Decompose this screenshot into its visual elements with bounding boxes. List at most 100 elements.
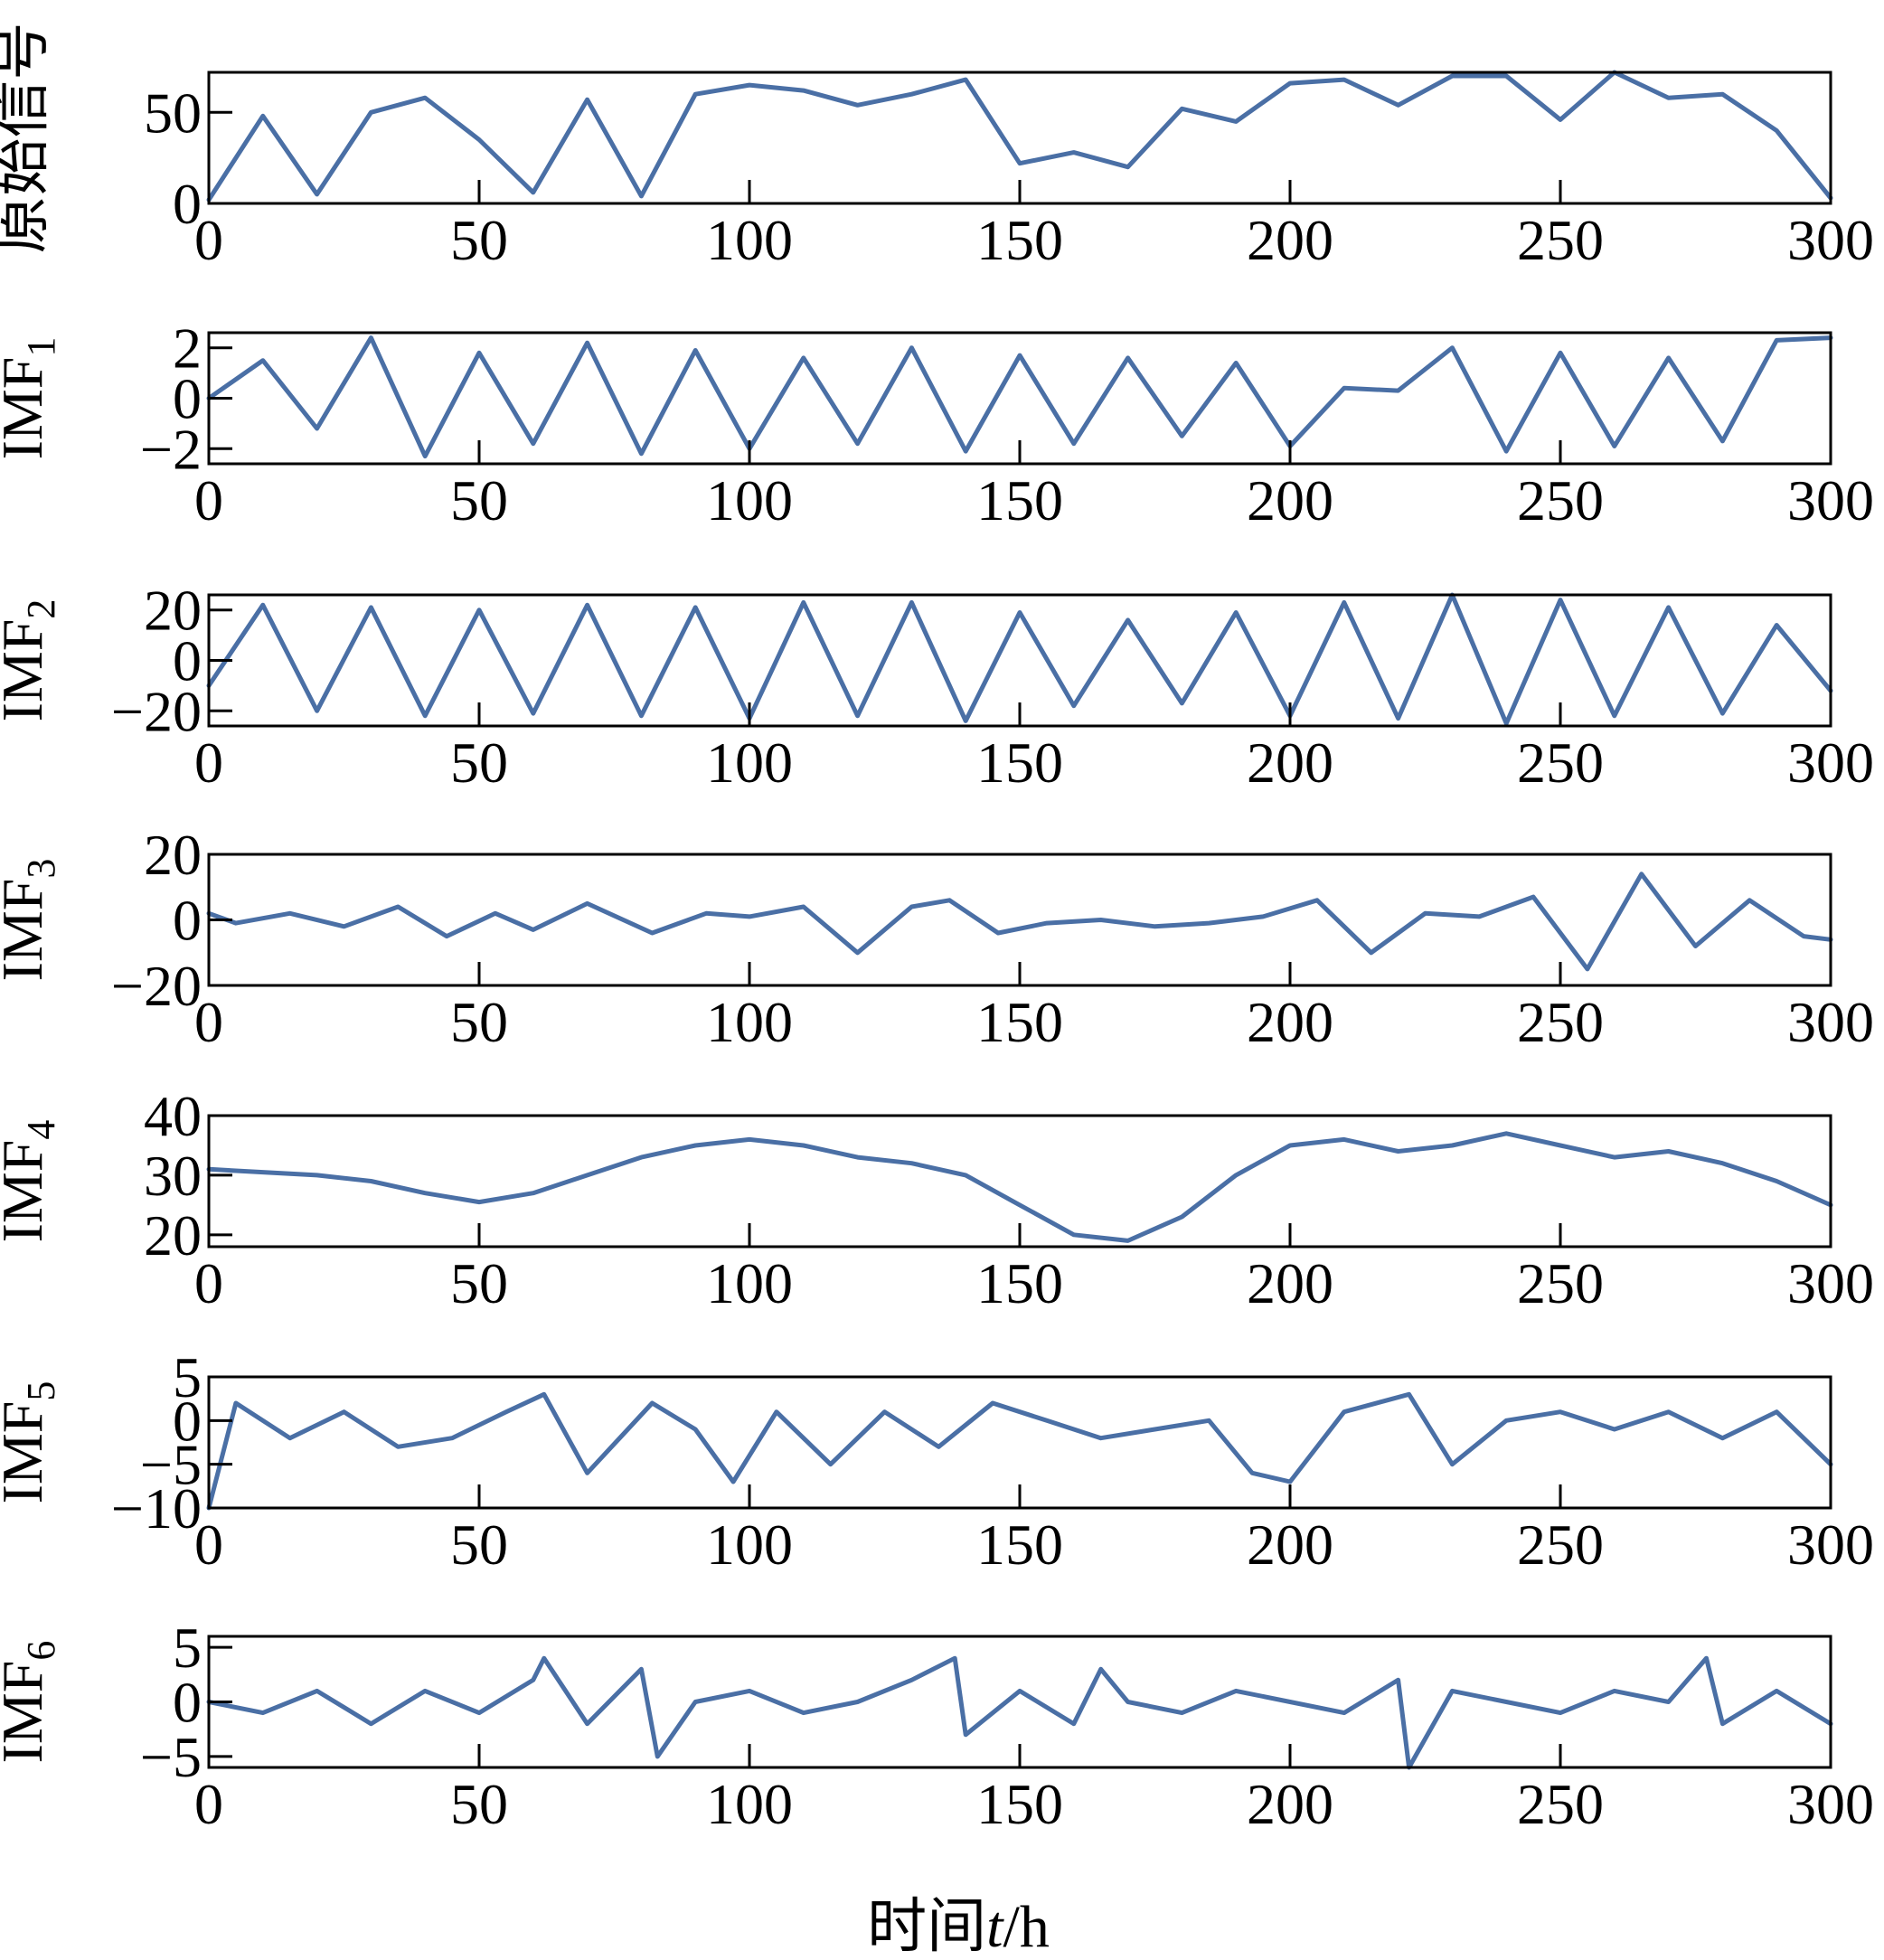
- panel-1-y-tick-label: 0: [173, 172, 202, 236]
- panel-7-y-tick-label: 0: [173, 1671, 202, 1735]
- panel-6-x-tick-label: 300: [1787, 1512, 1874, 1577]
- panel-7-series-line: [206, 1655, 1833, 1770]
- panel-4-label: IMF3: [0, 859, 63, 982]
- panel-2-x-tick-label: 200: [1247, 468, 1333, 532]
- panel-3-series-line: [206, 592, 1833, 726]
- panel-3-y-tick-label: −20: [111, 679, 202, 743]
- panel-1-label: 原始信号: [0, 23, 54, 254]
- panel-5-x-tick-label: 50: [450, 1251, 508, 1315]
- panel-3-x-tick-label: 250: [1517, 730, 1604, 795]
- panel-2-label-main: IMF: [0, 357, 54, 460]
- panel-5-x-tick-label: 100: [706, 1251, 793, 1315]
- panel-1-y-tick-label: 50: [144, 80, 202, 145]
- panel-1-x-tick-label: 200: [1247, 208, 1333, 272]
- panel-7-x-tick-label: 150: [976, 1772, 1063, 1836]
- x-axis-label-unit: /h: [1003, 1894, 1050, 1960]
- panel-3-label-subscript: 2: [19, 599, 63, 619]
- panel-3-y-tick-label: 0: [173, 629, 202, 693]
- panel-1-x-tick-label: 0: [194, 208, 223, 272]
- panel-4-x-tick-label: 200: [1247, 990, 1333, 1054]
- panel-4-y-tick-label: 20: [144, 823, 202, 887]
- panel-4-x-tick-label: 300: [1787, 990, 1874, 1054]
- panel-5-x-tick-label: 250: [1517, 1251, 1604, 1315]
- panel-5-y-tick-label: 40: [144, 1084, 202, 1148]
- panel-7-x-tick-label: 200: [1247, 1772, 1333, 1836]
- panel-7-x-tick-label: 50: [450, 1772, 508, 1836]
- panel-2-x-tick-label: 50: [450, 468, 508, 532]
- panel-6-x-tick-label: 0: [194, 1512, 223, 1577]
- panel-4-x-tick-label: 0: [194, 990, 223, 1054]
- panel-6-x-tick-label: 250: [1517, 1512, 1604, 1577]
- panel-6-y-tick-label: 5: [173, 1345, 202, 1409]
- panel-6-x-tick-label: 150: [976, 1512, 1063, 1577]
- panel-3-x-tick-label: 300: [1787, 730, 1874, 795]
- panel-5-x-tick-label: 150: [976, 1251, 1063, 1315]
- panel-6-x-tick-label: 100: [706, 1512, 793, 1577]
- panel-4-x-tick-label: 50: [450, 990, 508, 1054]
- panel-3-x-tick-label: 150: [976, 730, 1063, 795]
- panel-7-label-subscript: 6: [19, 1641, 63, 1661]
- panel-6-y-tick-label: −10: [111, 1476, 202, 1541]
- panel-5-label-subscript: 4: [19, 1120, 63, 1140]
- panel-2-label-subscript: 1: [19, 337, 63, 357]
- panel-7-y-tick-label: −5: [140, 1725, 202, 1789]
- panel-6-x-tick-label: 200: [1247, 1512, 1333, 1577]
- panel-6-label-main: IMF: [0, 1401, 54, 1504]
- panel-1-x-tick-label: 300: [1787, 208, 1874, 272]
- panel-6-x-tick-label: 50: [450, 1512, 508, 1577]
- panel-3-label: IMF2: [0, 599, 63, 722]
- panel-2-x-tick-label: 250: [1517, 468, 1604, 532]
- panel-1-x-tick-label: 100: [706, 208, 793, 272]
- panel-4-x-tick-label: 100: [706, 990, 793, 1054]
- panel-2-y-tick-label: 0: [173, 367, 202, 431]
- panel-5-label: IMF4: [0, 1120, 63, 1243]
- panel-5-y-tick-label: 20: [144, 1203, 202, 1267]
- x-axis-label-prefix: 时间: [867, 1894, 986, 1960]
- panel-1-series-line: [206, 70, 1833, 203]
- panel-6-y-tick-label: 0: [173, 1389, 202, 1453]
- panel-4-label-main: IMF: [0, 879, 54, 982]
- panel-5-series-line: [206, 1131, 1833, 1243]
- panel-5-y-tick-label: 30: [144, 1144, 202, 1208]
- panel-1-label-main: 原始信号: [0, 23, 54, 254]
- panel-2-y-tick-label: 2: [173, 316, 202, 381]
- panel-3-y-tick-label: 20: [144, 579, 202, 643]
- panel-4-y-tick-label: −20: [111, 954, 202, 1018]
- panel-1-x-tick-label: 50: [450, 208, 508, 272]
- panel-4-x-tick-label: 150: [976, 990, 1063, 1054]
- panel-7-y-tick-label: 5: [173, 1616, 202, 1680]
- panel-3-label-main: IMF: [0, 619, 54, 722]
- panel-2-series-line: [206, 335, 1833, 459]
- panel-2-x-tick-label: 150: [976, 468, 1063, 532]
- panel-6-label: IMF5: [0, 1381, 63, 1504]
- panel-5-x-tick-label: 0: [194, 1251, 223, 1315]
- panel-5-label-main: IMF: [0, 1140, 54, 1243]
- panel-2-x-tick-label: 100: [706, 468, 793, 532]
- panel-2-x-tick-label: 300: [1787, 468, 1874, 532]
- panel-4-y-tick-label: 0: [173, 889, 202, 953]
- panel-7-label-main: IMF: [0, 1661, 54, 1764]
- panel-3-x-tick-label: 50: [450, 730, 508, 795]
- panel-6-label-subscript: 5: [19, 1381, 63, 1401]
- panel-1-x-tick-label: 150: [976, 208, 1063, 272]
- panel-5-x-tick-label: 300: [1787, 1251, 1874, 1315]
- panel-7-x-tick-label: 300: [1787, 1772, 1874, 1836]
- panel-7-x-tick-label: 250: [1517, 1772, 1604, 1836]
- panel-3-x-tick-label: 200: [1247, 730, 1333, 795]
- panel-7-label: IMF6: [0, 1641, 63, 1764]
- panel-2-x-tick-label: 0: [194, 468, 223, 532]
- panel-1-x-tick-label: 250: [1517, 208, 1604, 272]
- panel-7-x-tick-label: 100: [706, 1772, 793, 1836]
- panel-7-x-tick-label: 0: [194, 1772, 223, 1836]
- panel-6-y-tick-label: −5: [140, 1433, 202, 1497]
- panel-2-label: IMF1: [0, 337, 63, 460]
- panel-4-series-line: [206, 872, 1833, 972]
